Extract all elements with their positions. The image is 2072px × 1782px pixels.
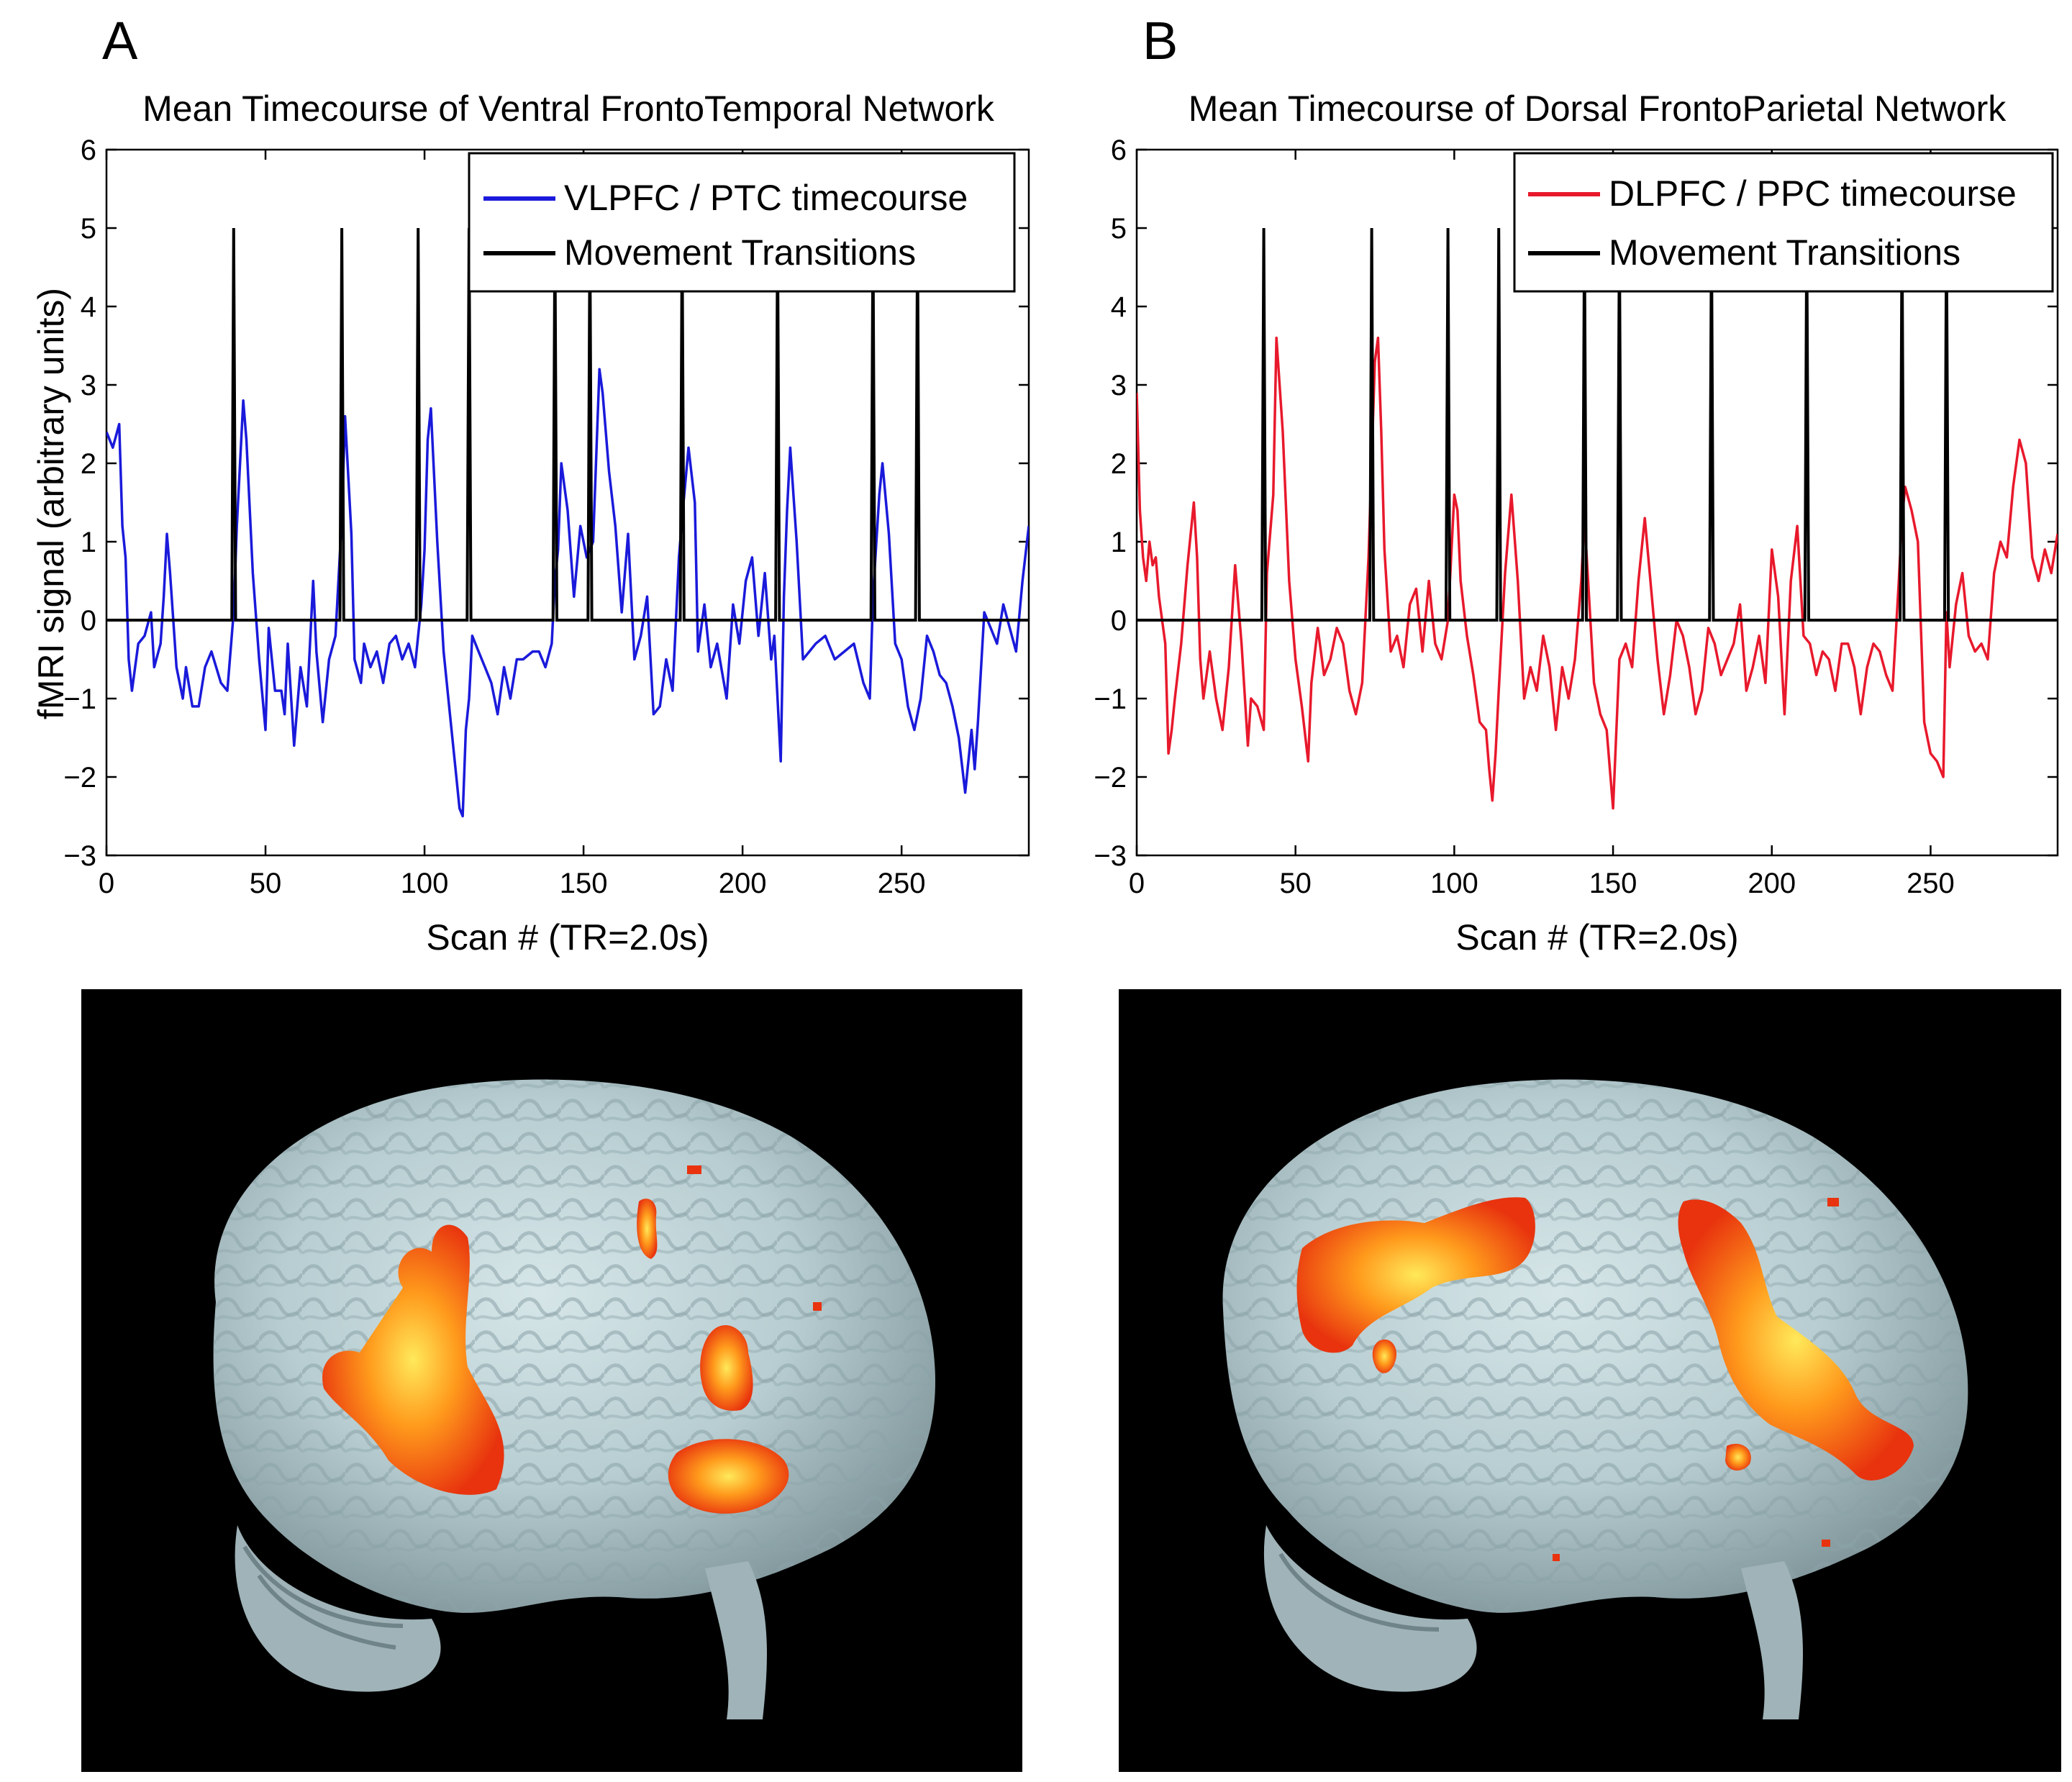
brain-image-a bbox=[81, 989, 1022, 1772]
legend-label-movement-a: Movement Transitions bbox=[564, 232, 916, 273]
plot-area-a bbox=[106, 227, 1029, 818]
y-tick-label-a: 6 bbox=[81, 135, 96, 166]
y-tick-label-b: −2 bbox=[1094, 762, 1127, 794]
activation-blob-a4 bbox=[637, 1165, 822, 1311]
activation-blob-a2 bbox=[700, 1324, 753, 1411]
x-tick-label-a: 200 bbox=[719, 868, 767, 899]
y-tick-label-a: −3 bbox=[63, 840, 96, 872]
brain-image-b bbox=[1119, 989, 2061, 1772]
y-tick-label-b: 0 bbox=[1111, 605, 1127, 637]
chart-title-a: Mean Timecourse of Ventral FrontoTempora… bbox=[142, 88, 995, 129]
x-tick-label-a: 50 bbox=[250, 868, 282, 899]
legend-a: VLPFC / PTC timecourse Movement Transiti… bbox=[468, 152, 1016, 293]
y-tick-label-a: 5 bbox=[81, 213, 96, 245]
x-tick-label-a: 150 bbox=[560, 868, 608, 899]
y-tick-label-b: 1 bbox=[1111, 527, 1127, 558]
legend-label-vlpfc: VLPFC / PTC timecourse bbox=[564, 178, 968, 218]
y-tick-label-a: 2 bbox=[81, 448, 96, 480]
x-tick-label-b: 150 bbox=[1589, 868, 1637, 899]
x-tick-label-a: 0 bbox=[99, 868, 114, 899]
y-tick-label-b: 3 bbox=[1111, 370, 1127, 401]
y-tick-label-b: 2 bbox=[1111, 448, 1127, 480]
x-tick-label-a: 100 bbox=[401, 868, 449, 899]
series-line-movement-a bbox=[106, 227, 1029, 622]
series-line-movement-b bbox=[1137, 227, 2058, 622]
plot-area-b bbox=[1137, 227, 2058, 810]
x-axis-label-a: Scan # (TR=2.0s) bbox=[426, 917, 709, 958]
series-line-timecourse-b bbox=[1137, 336, 2058, 810]
plot-frame-a bbox=[105, 148, 1030, 857]
y-tick-label-a: −2 bbox=[63, 762, 96, 794]
x-tick-label-b: 200 bbox=[1748, 868, 1796, 899]
y-tick-label-b: 4 bbox=[1111, 291, 1127, 323]
chart-b: −3 −2 −1 0 1 2 3 4 5 6 0 50 100 150 200 250 bbox=[1094, 135, 2059, 899]
x-tick-label-b: 50 bbox=[1279, 868, 1312, 899]
x-axis-label-b: Scan # (TR=2.0s) bbox=[1455, 917, 1738, 958]
chart-a: −3 −2 −1 0 1 2 3 4 5 6 0 50 100 150 200 250 bbox=[63, 135, 1030, 899]
x-tick-label-b: 0 bbox=[1129, 868, 1145, 899]
brain-icon-b bbox=[1222, 1079, 1968, 1719]
y-axis-label-a: fMRI signal (arbitrary units) bbox=[31, 288, 71, 719]
x-tick-label-a: 250 bbox=[878, 868, 926, 899]
y-tick-label-a: 3 bbox=[81, 370, 96, 401]
activation-blob-b2 bbox=[1678, 1199, 1914, 1481]
legend-label-dlpfc: DLPFC / PPC timecourse bbox=[1609, 173, 2017, 214]
y-tick-label-a: 4 bbox=[81, 291, 96, 323]
x-tick-label-b: 100 bbox=[1430, 868, 1478, 899]
chart-title-b: Mean Timecourse of Dorsal FrontoParietal… bbox=[1189, 88, 2007, 129]
y-tick-label-b: −1 bbox=[1094, 683, 1127, 715]
plot-frame-b bbox=[1135, 148, 2059, 857]
panel-letter-b: B bbox=[1142, 11, 1178, 71]
y-tick-label-b: 5 bbox=[1111, 213, 1127, 245]
y-tick-label-a: −1 bbox=[63, 683, 96, 715]
y-tick-label-b: −3 bbox=[1094, 840, 1127, 872]
y-tick-label-b: 6 bbox=[1111, 135, 1127, 166]
y-tick-label-a: 0 bbox=[81, 605, 96, 637]
x-tick-label-b: 250 bbox=[1907, 868, 1955, 899]
series-line-timecourse-a bbox=[106, 368, 1029, 818]
activation-blob-a3 bbox=[668, 1439, 789, 1514]
y-tick-label-a: 1 bbox=[81, 527, 96, 558]
activation-blob-b1 bbox=[1296, 1197, 1535, 1353]
activation-blob-b3 bbox=[1372, 1198, 1839, 1561]
panel-letter-a: A bbox=[102, 11, 138, 71]
legend-label-movement-b: Movement Transitions bbox=[1609, 232, 1960, 273]
activation-blob-a1 bbox=[322, 1224, 504, 1495]
legend-b: DLPFC / PPC timecourse Movement Transiti… bbox=[1513, 152, 2054, 293]
